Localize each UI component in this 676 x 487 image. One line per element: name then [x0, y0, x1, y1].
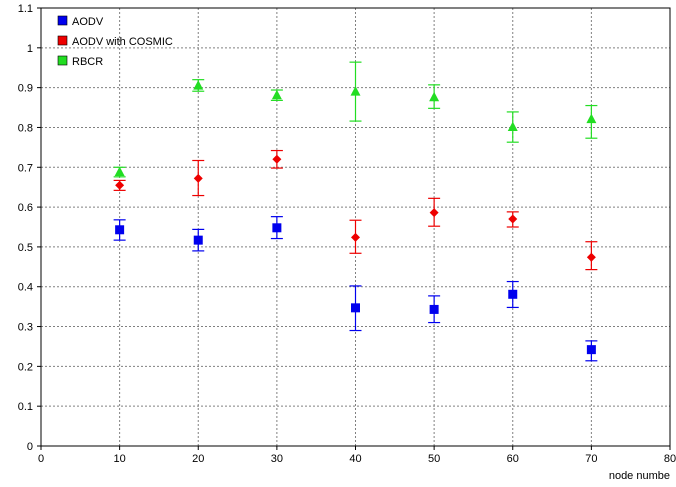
x-axis: 0 10 20 30 40 50 60 70 80	[38, 446, 676, 465]
y-tick-label: 0	[27, 441, 33, 453]
x-tick-label: 40	[349, 453, 361, 465]
legend-swatch	[57, 15, 68, 26]
data-point	[507, 121, 518, 132]
y-tick-label: 0.3	[18, 322, 33, 334]
series-rbcr	[113, 61, 598, 178]
y-tick-label: 0.1	[18, 401, 33, 413]
x-tick-label: 80	[664, 453, 676, 465]
y-axis: 0 0.1 0.2 0.3 0.4 0.5 0.6 0.7 0.8 0.9 1 1.1	[18, 3, 41, 453]
y-tick-label: 0.8	[18, 122, 33, 134]
y-tick-label: 0.6	[18, 202, 33, 214]
x-tick-label: 30	[271, 453, 283, 465]
legend-label: AODV	[72, 16, 104, 28]
data-point	[193, 173, 203, 183]
legend-label: RBCR	[72, 56, 103, 68]
data-point	[586, 345, 596, 355]
data-point	[350, 86, 361, 96]
y-tick-label: 1	[27, 43, 33, 55]
data-point	[115, 225, 125, 235]
data-point	[271, 89, 282, 100]
data-point	[508, 289, 518, 299]
data-point	[193, 80, 204, 90]
x-tick-label: 70	[585, 453, 597, 465]
data-point	[429, 304, 439, 314]
x-tick-label: 20	[192, 453, 204, 465]
y-tick-label: 0.9	[18, 83, 33, 95]
data-point	[351, 232, 360, 242]
data-point	[272, 154, 282, 164]
y-tick-label: 0.7	[18, 162, 33, 174]
data-point	[272, 223, 282, 233]
data-point	[586, 113, 597, 124]
series-layer	[113, 61, 598, 362]
legend-label: AODV with COSMIC	[72, 36, 173, 48]
x-axis-label: node numbe	[609, 470, 670, 482]
series-aodv	[113, 216, 598, 362]
data-point	[351, 303, 360, 313]
data-point	[429, 91, 440, 102]
legend-swatch	[57, 55, 68, 66]
y-tick-label: 0.2	[18, 361, 33, 373]
x-tick-label: 60	[507, 453, 519, 465]
data-point	[114, 166, 125, 177]
legend: AODV AODV with COSMIC RBCR	[57, 15, 173, 68]
x-tick-label: 0	[38, 453, 44, 465]
x-tick-label: 50	[428, 453, 440, 465]
x-tick-label: 10	[114, 453, 126, 465]
y-tick-label: 0.4	[18, 282, 33, 294]
y-tick-label: 0.5	[18, 242, 33, 254]
data-point	[193, 235, 203, 245]
series-aodv-with-cosmic	[113, 149, 598, 271]
legend-swatch	[57, 35, 68, 46]
y-tick-label: 1.1	[18, 3, 33, 15]
data-point	[115, 180, 125, 190]
data-point	[429, 208, 439, 218]
data-point	[586, 252, 596, 262]
data-point	[508, 214, 518, 224]
